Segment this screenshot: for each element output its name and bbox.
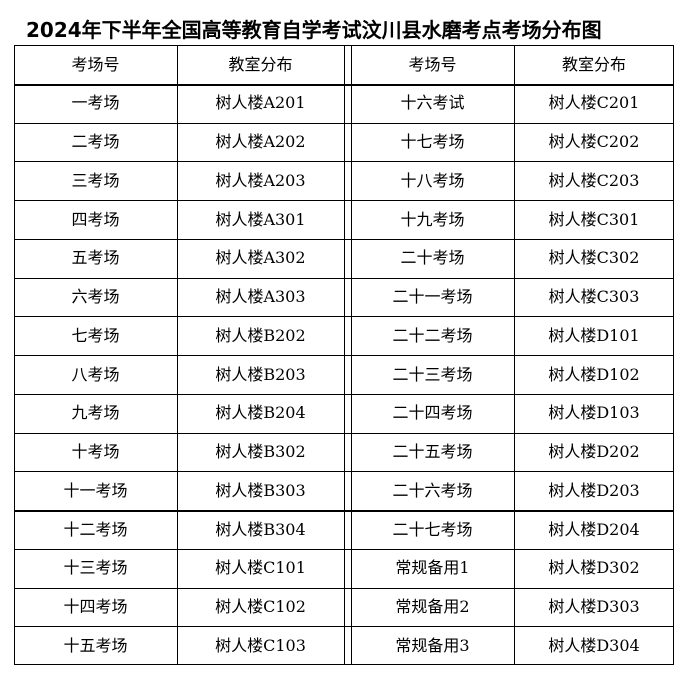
cell-classroom: 树人楼C202: [548, 132, 640, 151]
table-row-line: [14, 123, 674, 124]
header-classroom: 教室分布: [228, 54, 293, 74]
cell-classroom: 树人楼B203: [215, 364, 306, 384]
cell-room-number: 二十五考场: [392, 442, 473, 461]
exam-room-table: 考场号 教室分布 考场号 教室分布 一考场 树人楼A201 十六考试 树人楼C201 二考场 树人…: [14, 45, 674, 665]
cell-room-number: 三考场: [71, 170, 120, 190]
cell-classroom: 树人楼C101: [215, 558, 306, 578]
cell-room-number: 十四考场: [63, 597, 128, 616]
cell-classroom: 树人楼D304: [548, 635, 640, 655]
cell-room-number: 十七考场: [400, 132, 465, 151]
header-classroom: 教室分布: [561, 54, 626, 74]
table-row-line: [14, 161, 674, 162]
cell-room-number: 八考场: [71, 364, 120, 384]
cell-room-number: 二十三考场: [392, 364, 473, 384]
cell-room-number: 十五考场: [63, 635, 128, 655]
cell-classroom: 树人楼B303: [215, 480, 306, 500]
cell-classroom: 树人楼A203: [215, 170, 306, 190]
table-row-line: [14, 626, 674, 627]
table-row-line: [14, 45, 674, 46]
cell-classroom: 树人楼D302: [548, 558, 640, 578]
cell-classroom: 树人楼D101: [548, 325, 640, 345]
cell-classroom: 树人楼C201: [548, 93, 640, 113]
cell-classroom: 树人楼C203: [548, 170, 640, 190]
cell-classroom: 树人楼C103: [215, 635, 306, 655]
table-row-line: [14, 278, 674, 279]
cell-classroom: 树人楼B204: [215, 403, 306, 423]
table-row-line: [14, 510, 674, 512]
cell-classroom: 树人楼D202: [548, 442, 640, 461]
cell-room-number: 九考场: [71, 403, 120, 423]
cell-room-number: 二十七考场: [392, 519, 473, 539]
header-room-number: 考场号: [71, 54, 120, 74]
cell-classroom: 树人楼D103: [548, 403, 640, 423]
cell-classroom: 树人楼A201: [215, 93, 306, 113]
page-title: 2024年下半年全国高等教育自学考试汶川县水磨考点考场分布图: [26, 18, 602, 42]
cell-classroom: 树人楼C303: [548, 287, 640, 306]
cell-room-number: 二十考场: [400, 248, 465, 268]
table-row-line: [14, 588, 674, 589]
cell-classroom: 树人楼B202: [215, 325, 306, 345]
cell-classroom: 树人楼A301: [215, 209, 306, 229]
cell-classroom: 树人楼C302: [548, 248, 640, 268]
cell-room-number: 六考场: [71, 287, 120, 306]
cell-classroom: 树人楼C102: [215, 597, 306, 616]
cell-room-number: 十六考试: [400, 93, 465, 113]
table-row-line: [14, 664, 674, 665]
cell-classroom: 树人楼B304: [215, 519, 306, 539]
cell-classroom: 树人楼D203: [548, 480, 640, 500]
table-row-line: [14, 394, 674, 395]
table-row-line: [14, 433, 674, 434]
cell-room-number: 十二考场: [63, 519, 128, 539]
cell-room-number: 二十六考场: [392, 480, 473, 500]
header-room-number: 考场号: [408, 54, 457, 74]
cell-room-number: 二十一考场: [392, 287, 473, 306]
cell-room-number: 十三考场: [63, 558, 128, 578]
table-row-line: [14, 316, 674, 317]
table-row-line: [14, 471, 674, 472]
table-row-line: [14, 355, 674, 356]
cell-room-number: 二考场: [71, 132, 120, 151]
cell-classroom: 树人楼B302: [215, 442, 306, 461]
cell-room-number: 五考场: [71, 248, 120, 268]
table-row-line: [14, 549, 674, 550]
cell-room-number: 二十四考场: [392, 403, 473, 423]
cell-room-number: 七考场: [71, 325, 120, 345]
cell-classroom: 树人楼D303: [548, 597, 640, 616]
cell-room-number: 二十二考场: [392, 325, 473, 345]
cell-room-number: 十一考场: [63, 480, 128, 500]
cell-room-number: 常规备用3: [395, 635, 470, 655]
cell-room-number: 常规备用2: [395, 597, 470, 616]
cell-room-number: 十九考场: [400, 209, 465, 229]
cell-room-number: 十考场: [71, 442, 120, 461]
cell-classroom: 树人楼D204: [548, 519, 640, 539]
cell-classroom: 树人楼D102: [548, 364, 640, 384]
cell-classroom: 树人楼A303: [215, 287, 306, 306]
table-row-line: [14, 200, 674, 201]
cell-room-number: 四考场: [71, 209, 120, 229]
cell-room-number: 一考场: [71, 93, 120, 113]
cell-classroom: 树人楼A202: [215, 132, 306, 151]
table-row-line: [14, 239, 674, 240]
cell-classroom: 树人楼A302: [215, 248, 306, 268]
table-row-line: [14, 84, 674, 86]
cell-classroom: 树人楼C301: [548, 209, 640, 229]
cell-room-number: 常规备用1: [395, 558, 470, 578]
cell-room-number: 十八考场: [400, 170, 465, 190]
